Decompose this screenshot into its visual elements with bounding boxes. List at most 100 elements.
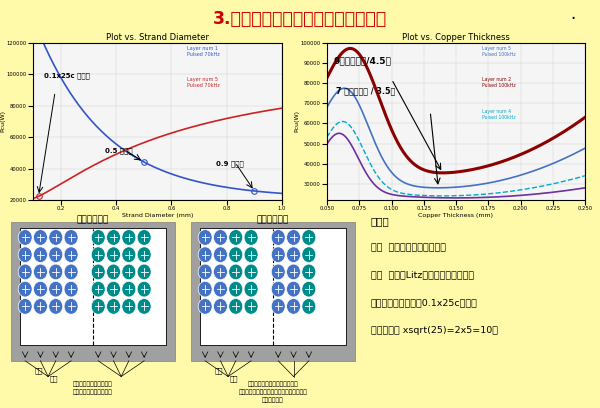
Circle shape [49,230,63,245]
Circle shape [34,247,47,262]
Text: １．  铜箔的规则与导线相同: １． 铜箔的规则与导线相同 [371,243,446,252]
Circle shape [122,247,136,262]
Text: 数的开方值（如２层0.1x25c线的损: 数的开方值（如２层0.1x25c线的损 [371,298,478,307]
Text: Layer num 5
Pulsed 100kHz: Layer num 5 Pulsed 100kHz [482,46,515,57]
Text: 主层: 主层 [214,368,223,374]
Circle shape [137,282,151,297]
Circle shape [229,299,243,314]
Title: Plot vs. Copper Thickness: Plot vs. Copper Thickness [402,33,510,42]
Circle shape [302,264,316,280]
Text: 一二次侧边界: 一二次侧边界 [257,215,289,224]
Circle shape [229,264,243,280]
Circle shape [302,230,316,245]
Circle shape [244,230,258,245]
Text: 主层: 主层 [34,368,43,374]
Circle shape [137,299,151,314]
Circle shape [271,247,285,262]
Circle shape [122,282,136,297]
Text: 3.通过一维计算确定导线的优化条件: 3.通过一维计算确定导线的优化条件 [213,10,387,28]
Circle shape [122,299,136,314]
Circle shape [244,247,258,262]
X-axis label: Strand Diameter (mm): Strand Diameter (mm) [122,213,193,217]
Text: 原边绕组１主４次共５层: 原边绕组１主４次共５层 [73,382,113,387]
Circle shape [64,247,78,262]
Circle shape [302,299,316,314]
Text: 次层: 次层 [50,375,58,382]
Text: Layer num 2
Pulsed 100kHz: Layer num 2 Pulsed 100kHz [482,78,515,88]
Circle shape [107,299,121,314]
Text: Layer num 4
Pulsed 100kHz: Layer num 4 Pulsed 100kHz [482,109,515,120]
Circle shape [302,282,316,297]
Circle shape [271,282,285,297]
Title: Plot vs. Strand Diameter: Plot vs. Strand Diameter [106,33,209,42]
Bar [11,222,175,361]
Circle shape [137,230,151,245]
Circle shape [107,282,121,297]
Circle shape [18,264,32,280]
Circle shape [214,299,227,314]
Circle shape [49,299,63,314]
Bar [20,228,166,345]
Circle shape [198,247,212,262]
Circle shape [198,230,212,245]
Circle shape [287,264,301,280]
Text: 次层: 次层 [230,375,238,382]
Y-axis label: Pcu(W): Pcu(W) [294,111,299,132]
Circle shape [271,264,285,280]
Text: 耗层数是２ xsqrt(25)=2x5=10层: 耗层数是２ xsqrt(25)=2x5=10层 [371,326,497,335]
Circle shape [214,247,227,262]
Circle shape [18,247,32,262]
Text: ·: · [571,10,575,28]
Text: 0.1x25c 单层线: 0.1x25c 单层线 [44,72,90,79]
Circle shape [137,264,151,280]
Circle shape [214,230,227,245]
Text: 内外原边绕组一个３层１个２层: 内外原边绕组一个３层１个２层 [248,382,298,387]
Circle shape [302,247,316,262]
Circle shape [107,230,121,245]
Circle shape [287,282,301,297]
Circle shape [34,299,47,314]
Text: 副边绕组１主３次共４层: 副边绕组１主３次共４层 [73,390,113,395]
Circle shape [229,230,243,245]
X-axis label: Copper Thickness (mm): Copper Thickness (mm) [419,213,493,217]
Circle shape [122,264,136,280]
Circle shape [64,282,78,297]
Circle shape [198,299,212,314]
Circle shape [34,264,47,280]
Text: 中间副边绕组２次层由２主层平分到２个组: 中间副边绕组２次层由２主层平分到２个组 [239,390,307,395]
Circle shape [18,230,32,245]
Circle shape [214,264,227,280]
Bar [200,228,346,345]
Circle shape [91,264,105,280]
Text: Layer num 5
Pulsed 70kHz: Layer num 5 Pulsed 70kHz [187,78,220,88]
Y-axis label: Pcu(W): Pcu(W) [0,111,5,132]
Circle shape [91,247,105,262]
Circle shape [91,282,105,297]
Circle shape [91,230,105,245]
Text: 9圈副边铜箔/4.5层: 9圈副边铜箔/4.5层 [334,56,391,65]
Text: 中，各有２层: 中，各有２层 [262,397,284,403]
Circle shape [287,299,301,314]
Text: 一二次侧边界: 一二次侧边界 [77,215,109,224]
Text: 0.9 单层线: 0.9 单层线 [215,160,244,167]
Text: 7 圈副边铜箔 / 3.5层: 7 圈副边铜箔 / 3.5层 [336,86,395,95]
Circle shape [49,264,63,280]
Text: Layer num 1
Pulsed 70kHz: Layer num 1 Pulsed 70kHz [187,46,220,57]
Circle shape [244,282,258,297]
Circle shape [107,264,121,280]
Circle shape [18,299,32,314]
Circle shape [198,264,212,280]
Text: ２．  如果是Litz线，层数还要乘上股: ２． 如果是Litz线，层数还要乘上股 [371,271,473,280]
Circle shape [49,247,63,262]
Text: 注意：: 注意： [371,216,389,226]
Circle shape [34,282,47,297]
Circle shape [49,282,63,297]
Circle shape [214,282,227,297]
Circle shape [122,230,136,245]
Bar [191,222,355,361]
Circle shape [229,247,243,262]
Circle shape [34,230,47,245]
Circle shape [91,299,105,314]
Circle shape [287,230,301,245]
Circle shape [18,282,32,297]
